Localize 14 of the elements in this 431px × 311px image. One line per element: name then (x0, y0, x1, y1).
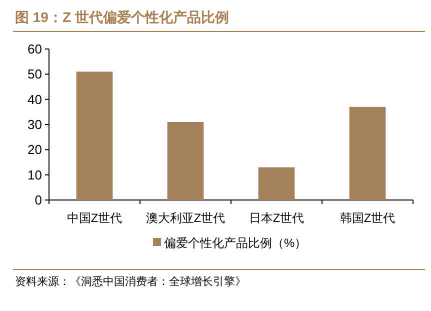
y-tick-label: 0 (34, 192, 42, 208)
y-tick-label: 20 (28, 142, 42, 158)
y-tick-label: 40 (28, 92, 42, 107)
legend-label: 偏爱个性化产品比例（%） (164, 236, 307, 250)
y-tick-label: 60 (28, 42, 42, 56)
y-tick-label: 10 (28, 167, 42, 182)
title: 图 19：Z 世代偏爱个性化产品比例 (15, 9, 229, 25)
y-tick-label: 50 (28, 66, 42, 82)
x-tick-label: 澳大利亚Z世代 (146, 211, 226, 225)
x-tick-label: 日本Z世代 (248, 211, 304, 225)
x-tick-label: 中国Z世代 (66, 211, 122, 225)
y-tick-label: 30 (28, 117, 42, 132)
x-tick-label: 韩国Z世代 (340, 211, 396, 225)
text: 资料来源：《洞悉中国消费者：全球增长引擎》 (15, 275, 246, 288)
